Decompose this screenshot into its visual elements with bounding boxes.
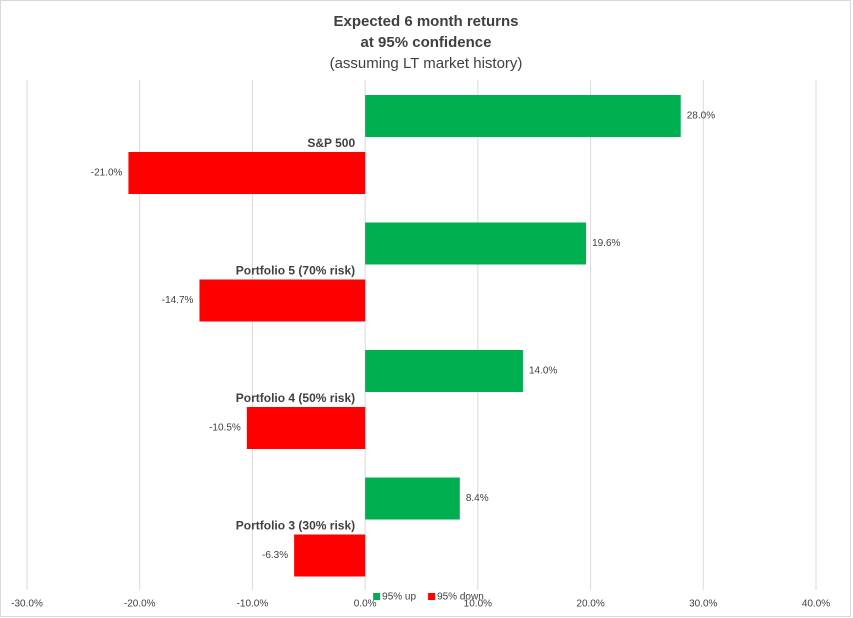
x-tick-label: -20.0% xyxy=(124,599,156,610)
category-label: Portfolio 4 (50% risk) xyxy=(236,391,355,405)
category-label: S&P 500 xyxy=(307,136,355,150)
value-label: 8.4% xyxy=(466,493,489,504)
x-tick-label: 0.0% xyxy=(354,599,377,610)
category-label: Portfolio 3 (30% risk) xyxy=(236,519,355,533)
bar xyxy=(365,222,587,265)
bar xyxy=(128,152,366,194)
value-label: -10.5% xyxy=(209,423,241,434)
x-tick-label: 10.0% xyxy=(464,599,492,610)
legend-swatch xyxy=(373,593,381,600)
x-tick-label: 20.0% xyxy=(576,599,604,610)
bar xyxy=(365,477,460,520)
bar xyxy=(365,350,523,392)
x-tick-label: -10.0% xyxy=(237,599,269,610)
legend-swatch xyxy=(428,593,436,600)
value-label: -21.0% xyxy=(91,168,123,179)
chart-title: Expected 6 month returns xyxy=(333,13,518,30)
bar xyxy=(294,534,366,577)
bar xyxy=(246,407,366,449)
x-tick-label: 40.0% xyxy=(802,599,830,610)
value-label: -14.7% xyxy=(162,295,194,306)
value-label: 14.0% xyxy=(529,366,557,377)
chart-title: at 95% confidence xyxy=(361,34,492,51)
value-label: -6.3% xyxy=(262,550,288,561)
legend-label: 95% down xyxy=(437,592,484,603)
bar xyxy=(365,95,681,137)
value-label: 19.6% xyxy=(592,238,620,249)
legend-label: 95% up xyxy=(382,592,416,603)
bar xyxy=(199,279,366,322)
chart-subtitle: (assuming LT market history) xyxy=(330,55,523,72)
x-tick-label: 30.0% xyxy=(689,599,717,610)
category-label: Portfolio 5 (70% risk) xyxy=(236,264,355,278)
x-tick-label: -30.0% xyxy=(11,599,43,610)
value-label: 28.0% xyxy=(687,111,715,122)
